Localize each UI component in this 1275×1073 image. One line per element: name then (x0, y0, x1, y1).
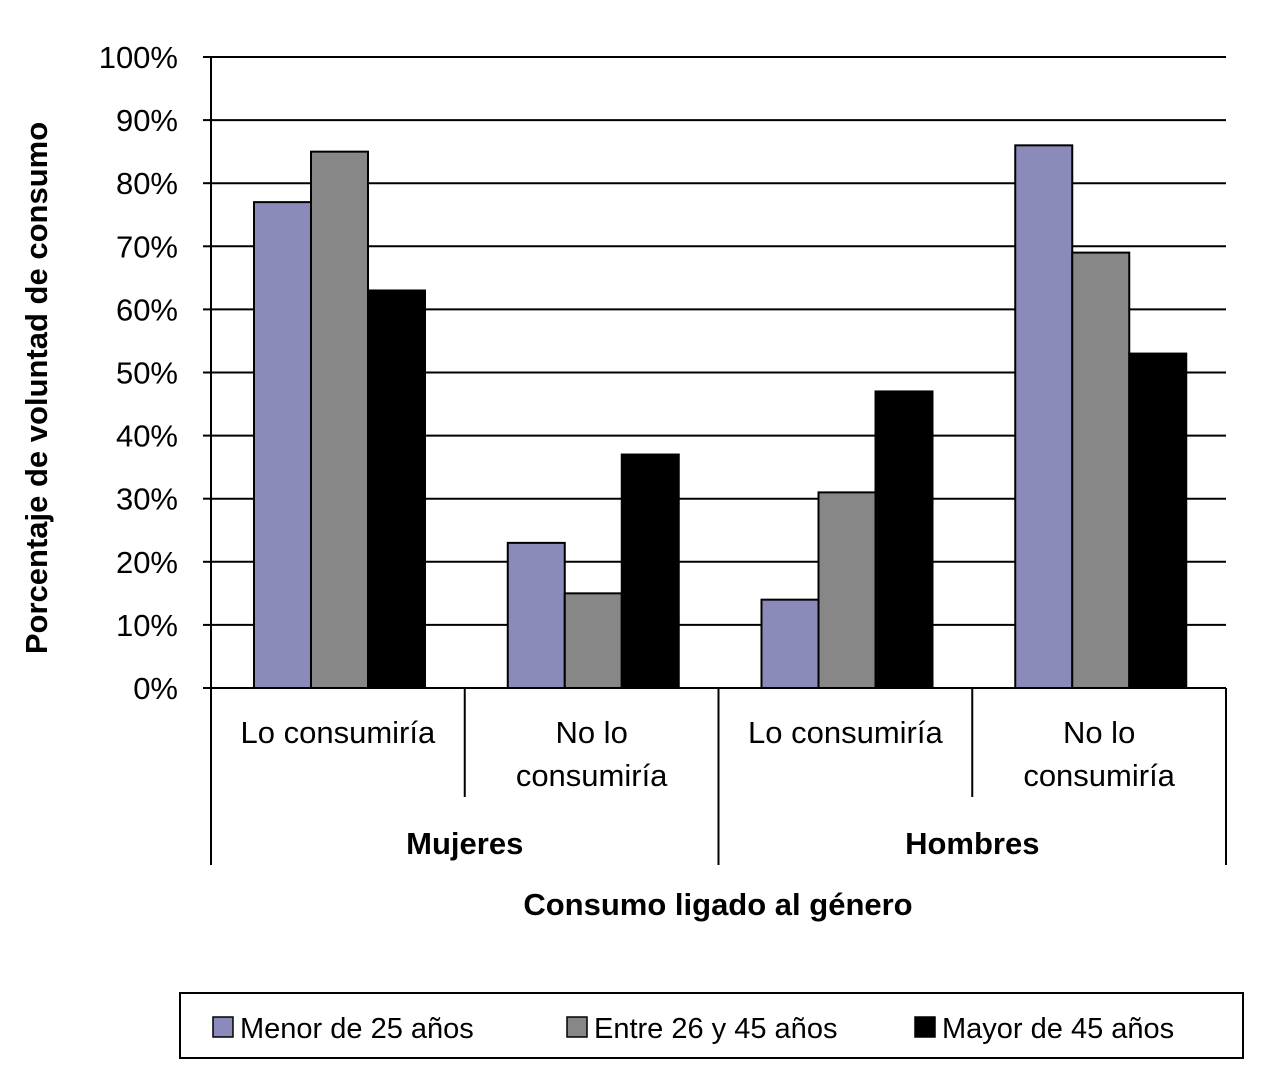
bar (1014, 144, 1074, 689)
bar (1071, 251, 1131, 690)
y-tick-label: 80% (116, 166, 178, 201)
y-tick-label: 20% (116, 545, 178, 580)
y-tick-label: 0% (133, 671, 178, 706)
y-axis-title: Porcentaje de voluntad de consumo (19, 122, 54, 654)
legend-label: Mayor de 45 años (942, 1013, 1174, 1045)
bar (253, 201, 312, 689)
x-category-label: consumiría (1023, 758, 1175, 793)
y-tick-label: 100% (99, 40, 178, 75)
x-category-label: No lo (1063, 715, 1135, 750)
y-tick-label: 40% (116, 419, 178, 454)
bar (563, 592, 623, 689)
y-tick-label: 60% (116, 292, 178, 327)
x-category-label: consumiría (516, 758, 668, 793)
bar (367, 289, 426, 689)
bar (620, 453, 680, 689)
x-group-label: Mujeres (406, 826, 523, 861)
bar (817, 491, 877, 690)
y-tick-label: 10% (116, 608, 178, 643)
y-tick-label: 30% (116, 482, 178, 517)
bar (506, 541, 566, 689)
bar (760, 598, 820, 689)
y-tick-label: 90% (116, 103, 178, 138)
x-category-label: No lo (555, 715, 627, 750)
bar (874, 390, 934, 689)
legend-swatch (566, 1016, 588, 1038)
y-tick-label: 70% (116, 229, 178, 264)
legend-swatch (212, 1016, 234, 1038)
legend-label: Menor de 25 años (240, 1013, 474, 1045)
legend-label: Entre 26 y 45 años (594, 1013, 837, 1045)
bar (1128, 352, 1188, 689)
x-axis-title: Consumo ligado al género (523, 887, 912, 922)
legend: Menor de 25 años Entre 26 y 45 años Mayor … (179, 992, 1244, 1059)
x-category-label: Lo consumiría (748, 715, 943, 750)
x-category-label: Lo consumiría (241, 715, 436, 750)
legend-swatch (914, 1016, 936, 1038)
y-tick-label: 50% (116, 356, 178, 391)
x-group-label: Hombres (905, 826, 1039, 861)
bar (310, 150, 369, 689)
